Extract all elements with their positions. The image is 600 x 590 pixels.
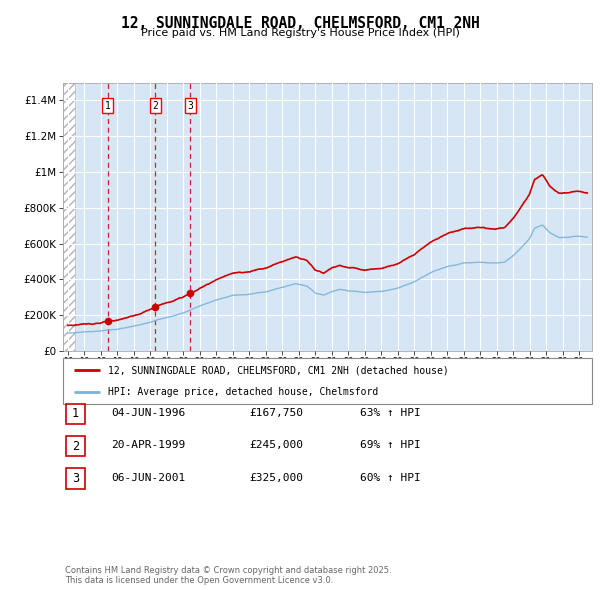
Text: 60% ↑ HPI: 60% ↑ HPI bbox=[360, 473, 421, 483]
Text: 63% ↑ HPI: 63% ↑ HPI bbox=[360, 408, 421, 418]
Text: £325,000: £325,000 bbox=[249, 473, 303, 483]
Text: Price paid vs. HM Land Registry's House Price Index (HPI): Price paid vs. HM Land Registry's House … bbox=[140, 28, 460, 38]
Text: 06-JUN-2001: 06-JUN-2001 bbox=[111, 473, 185, 483]
Text: £167,750: £167,750 bbox=[249, 408, 303, 418]
Text: 2: 2 bbox=[72, 440, 79, 453]
Bar bbox=[63, 83, 75, 351]
Text: 2: 2 bbox=[152, 101, 158, 111]
Text: 1: 1 bbox=[105, 101, 111, 111]
Text: 1: 1 bbox=[72, 407, 79, 420]
Text: 20-APR-1999: 20-APR-1999 bbox=[111, 441, 185, 450]
FancyBboxPatch shape bbox=[66, 404, 85, 424]
Text: Contains HM Land Registry data © Crown copyright and database right 2025.
This d: Contains HM Land Registry data © Crown c… bbox=[65, 566, 391, 585]
Text: 12, SUNNINGDALE ROAD, CHELMSFORD, CM1 2NH (detached house): 12, SUNNINGDALE ROAD, CHELMSFORD, CM1 2N… bbox=[108, 365, 449, 375]
FancyBboxPatch shape bbox=[63, 358, 592, 404]
Text: 12, SUNNINGDALE ROAD, CHELMSFORD, CM1 2NH: 12, SUNNINGDALE ROAD, CHELMSFORD, CM1 2N… bbox=[121, 16, 479, 31]
Text: £245,000: £245,000 bbox=[249, 441, 303, 450]
FancyBboxPatch shape bbox=[66, 436, 85, 456]
Text: 04-JUN-1996: 04-JUN-1996 bbox=[111, 408, 185, 418]
Text: HPI: Average price, detached house, Chelmsford: HPI: Average price, detached house, Chel… bbox=[108, 387, 378, 397]
Text: 3: 3 bbox=[187, 101, 193, 111]
FancyBboxPatch shape bbox=[66, 468, 85, 489]
Text: 69% ↑ HPI: 69% ↑ HPI bbox=[360, 441, 421, 450]
Text: 3: 3 bbox=[72, 472, 79, 485]
Bar bbox=[63, 83, 75, 351]
